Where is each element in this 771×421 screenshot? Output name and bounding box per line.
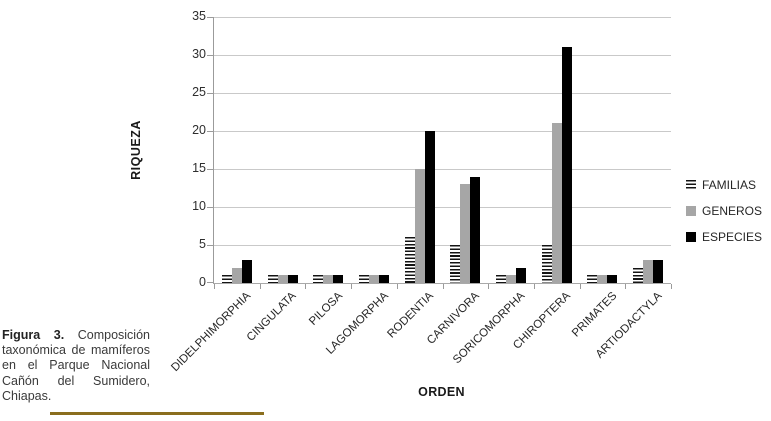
- figure-caption-text: Composición taxonómica de mamíferos en e…: [2, 328, 150, 403]
- x-axis-title: ORDEN: [418, 385, 465, 399]
- x-axis-label-didelphimorphia: DIDELPHIMORPHIA: [169, 290, 254, 374]
- y-tick: [207, 55, 213, 56]
- x-axis-label-pilosa: PILOSA: [306, 290, 345, 328]
- y-tick-label: 5: [199, 237, 206, 251]
- bar-especies-primates: [607, 275, 618, 283]
- y-tick-label: 20: [192, 123, 206, 137]
- bar-especies-didelphimorphia: [241, 260, 252, 283]
- x-tick: [259, 284, 261, 289]
- plot-area: 0 5 10 15 20 25 30 35 DIDELPHIMORPHIA CINGULATA PI…: [169, 9, 672, 374]
- x-axis-label-primates: PRIMATES: [569, 290, 619, 340]
- bar-especies-carnivora: [470, 176, 481, 283]
- legend-label: GENEROS: [702, 204, 763, 218]
- figure-caption-label: Figura 3.: [2, 328, 65, 342]
- y-tick: [207, 93, 213, 94]
- bar-generos-didelphimorphia: [231, 267, 242, 283]
- y-tick: [207, 169, 213, 170]
- y-tick-label: 15: [192, 161, 206, 175]
- bar-familias-pilosa: [313, 275, 324, 283]
- gridline: [214, 130, 671, 132]
- bar-generos-pilosa: [323, 275, 334, 283]
- y-tick-label: 0: [199, 275, 206, 289]
- legend: FAMILIAS GENEROS ESPECIES: [686, 178, 763, 257]
- x-tick: [533, 284, 535, 289]
- x-tick: [305, 284, 307, 289]
- bar-generos-cingulata: [277, 275, 288, 283]
- y-tick: [207, 245, 213, 246]
- y-tick: [207, 282, 213, 283]
- x-tick: [351, 284, 353, 289]
- gridline: [214, 16, 671, 18]
- bar-familias-rodentia: [404, 237, 415, 283]
- y-tick-label: 25: [192, 85, 206, 99]
- x-tick: [214, 284, 215, 289]
- bar-generos-chiroptera: [551, 123, 562, 283]
- bar-generos-rodentia: [414, 169, 425, 283]
- x-tick: [625, 284, 627, 289]
- x-tick: [579, 284, 581, 289]
- bar-familias-soricomorpha: [496, 275, 507, 283]
- x-tick: [488, 284, 490, 289]
- y-tick: [207, 207, 213, 208]
- legend-item-familias: FAMILIAS: [686, 178, 762, 192]
- y-tick-label: 10: [192, 199, 206, 213]
- caption-underline: [50, 412, 264, 415]
- bar-especies-soricomorpha: [516, 267, 527, 283]
- bar-especies-cingulata: [287, 275, 298, 283]
- bar-familias-carnivora: [450, 245, 461, 283]
- x-tick: [442, 284, 444, 289]
- legend-marker-generos-icon: [686, 206, 696, 216]
- y-tick: [207, 131, 213, 132]
- bar-familias-chiroptera: [541, 245, 552, 283]
- legend-marker-especies-icon: [686, 232, 696, 242]
- bar-familias-lagomorpha: [358, 275, 369, 283]
- bar-generos-primates: [597, 275, 608, 283]
- gridline: [214, 206, 671, 208]
- y-tick: [207, 17, 213, 18]
- bar-generos-lagomorpha: [368, 275, 379, 283]
- legend-item-especies: ESPECIES: [686, 230, 763, 244]
- bar-generos-carnivora: [460, 184, 471, 283]
- bar-especies-chiroptera: [561, 47, 572, 283]
- bar-familias-primates: [587, 275, 598, 283]
- gridline: [214, 92, 671, 94]
- bar-familias-cingulata: [267, 275, 278, 283]
- bar-especies-pilosa: [333, 275, 344, 283]
- bar-especies-artiodactyla: [653, 260, 664, 283]
- legend-item-generos: GENEROS: [686, 204, 763, 218]
- bar-especies-rodentia: [424, 131, 435, 283]
- y-tick-label: 35: [192, 9, 206, 23]
- y-tick-label: 30: [192, 47, 206, 61]
- x-tick: [671, 284, 672, 289]
- legend-marker-familias-icon: [686, 180, 696, 190]
- bar-generos-soricomorpha: [506, 275, 517, 283]
- gridline: [214, 168, 671, 170]
- legend-label: ESPECIES: [702, 230, 763, 244]
- gridline: [214, 54, 671, 56]
- bar-especies-lagomorpha: [378, 275, 389, 283]
- bar-familias-didelphimorphia: [221, 275, 232, 283]
- figure-caption: Figura 3. Composición taxonómica de mamí…: [2, 328, 150, 404]
- bar-familias-artiodactyla: [633, 267, 644, 283]
- legend-label: FAMILIAS: [702, 178, 757, 192]
- gridline: [214, 244, 671, 246]
- x-tick: [396, 284, 398, 289]
- y-axis-title: RIQUEZA: [129, 120, 143, 180]
- bar-generos-artiodactyla: [643, 260, 654, 283]
